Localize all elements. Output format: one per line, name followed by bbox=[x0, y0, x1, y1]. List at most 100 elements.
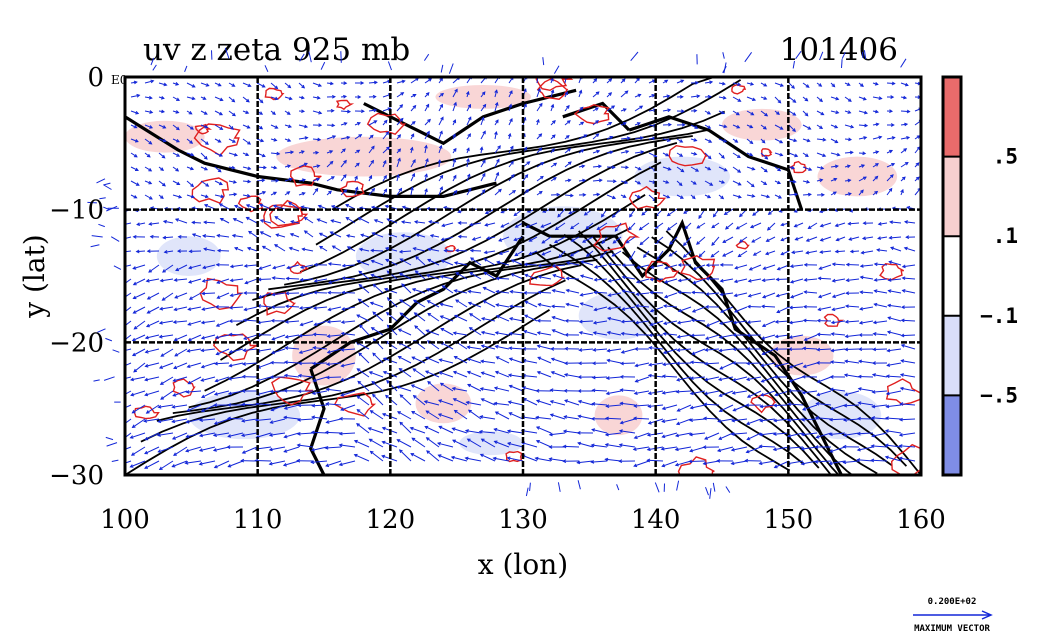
wind-vector-head bbox=[858, 320, 863, 325]
wind-vector-head bbox=[592, 331, 597, 335]
wind-vector-head bbox=[479, 453, 484, 458]
wind-vector-head bbox=[158, 365, 163, 369]
wind-vector bbox=[578, 415, 594, 420]
vorticity-patch bbox=[634, 156, 730, 197]
wind-vector bbox=[201, 362, 216, 368]
wind-vector bbox=[622, 290, 636, 294]
wind-vector-head bbox=[273, 244, 278, 248]
wind-vector-head bbox=[746, 320, 751, 324]
wind-vector-head bbox=[582, 178, 587, 183]
wind-vector-head bbox=[578, 89, 583, 94]
wind-vector-head bbox=[860, 189, 864, 194]
wind-vector bbox=[125, 460, 132, 464]
wind-vector-head bbox=[732, 378, 737, 382]
wind-vector bbox=[582, 236, 594, 243]
wind-vector bbox=[229, 362, 244, 367]
wind-vector-head bbox=[135, 110, 140, 115]
wind-vector-head bbox=[191, 84, 196, 88]
wind-vector-head bbox=[466, 173, 471, 178]
wind-vector-head bbox=[618, 429, 623, 433]
wind-vector-head bbox=[718, 348, 723, 353]
wind-vector bbox=[230, 264, 244, 268]
wind-vector bbox=[722, 65, 727, 74]
wind-vector bbox=[496, 304, 510, 308]
wind-vector bbox=[354, 440, 370, 448]
wind-vector-head bbox=[780, 251, 785, 256]
wind-vector bbox=[739, 236, 748, 243]
wind-vector bbox=[732, 152, 741, 158]
wind-vector-head bbox=[732, 333, 737, 337]
wind-vector-head bbox=[261, 84, 266, 88]
wind-vector bbox=[704, 432, 720, 440]
wind-vector bbox=[313, 306, 328, 309]
wind-vector-head bbox=[452, 331, 457, 335]
wind-vector-head bbox=[494, 89, 498, 94]
wind-vector bbox=[704, 376, 720, 381]
geopotential-contour-line bbox=[315, 79, 742, 246]
wind-vector-head bbox=[372, 352, 376, 357]
wind-vector-head bbox=[176, 139, 180, 143]
wind-vector-head bbox=[274, 85, 279, 90]
wind-vector bbox=[886, 404, 902, 408]
wind-vector-head bbox=[803, 277, 808, 282]
wind-vector-head bbox=[198, 448, 203, 452]
wind-vector-head bbox=[133, 325, 138, 330]
wind-vector bbox=[860, 291, 874, 294]
wind-vector bbox=[458, 236, 468, 238]
wind-vector-head bbox=[427, 312, 432, 317]
wind-vector bbox=[789, 362, 804, 368]
wind-vector bbox=[553, 65, 560, 74]
wind-vector-head bbox=[805, 238, 810, 242]
wind-vector-head bbox=[452, 133, 456, 138]
wind-vector bbox=[709, 488, 712, 499]
wind-vector-head bbox=[158, 334, 163, 339]
wind-vector-head bbox=[469, 313, 473, 317]
wind-vector bbox=[386, 312, 398, 322]
wind-vector-head bbox=[778, 209, 783, 213]
wind-vector-head bbox=[468, 222, 473, 227]
wind-vector-head bbox=[270, 407, 275, 412]
wind-vector-head bbox=[400, 92, 405, 96]
wind-vector bbox=[606, 404, 622, 407]
wind-vector bbox=[145, 334, 160, 339]
wind-vector bbox=[857, 446, 874, 451]
wind-vector-head bbox=[175, 267, 180, 272]
wind-vector-head bbox=[438, 425, 443, 430]
wind-vector-head bbox=[301, 84, 306, 89]
wind-vector-head bbox=[273, 191, 278, 196]
wind-vector bbox=[340, 174, 347, 182]
wind-vector-head bbox=[325, 402, 330, 406]
wind-vector bbox=[110, 236, 120, 242]
wind-vector-head bbox=[412, 299, 417, 304]
wind-vector-head bbox=[453, 356, 458, 360]
wind-vector bbox=[829, 418, 846, 421]
wind-vector bbox=[93, 379, 100, 382]
wind-vector-head bbox=[906, 109, 911, 114]
wind-vector-head bbox=[647, 391, 652, 396]
wind-vector-head bbox=[872, 347, 877, 352]
wind-vector-head bbox=[427, 380, 432, 385]
wind-vector bbox=[748, 278, 762, 282]
wind-vector bbox=[873, 333, 888, 336]
wind-vector-head bbox=[202, 96, 207, 100]
wind-vector-head bbox=[675, 421, 680, 426]
wind-vector-head bbox=[834, 139, 839, 144]
wind-vector bbox=[259, 204, 272, 210]
wind-vector-head bbox=[229, 264, 234, 269]
wind-vector bbox=[816, 432, 832, 438]
wind-vector bbox=[125, 376, 132, 380]
wind-vector bbox=[145, 348, 160, 353]
wind-vector bbox=[592, 150, 600, 154]
wind-vector-head bbox=[356, 259, 361, 264]
wind-vector-head bbox=[844, 347, 849, 352]
wind-vector bbox=[732, 82, 741, 86]
wind-vector-head bbox=[466, 438, 471, 442]
wind-vector bbox=[159, 362, 174, 369]
wind-vector bbox=[676, 480, 680, 491]
wind-vector bbox=[529, 250, 538, 255]
wind-vector-head bbox=[606, 316, 612, 321]
wind-vector-head bbox=[663, 280, 668, 284]
wind-vector-head bbox=[401, 205, 406, 210]
wind-vector bbox=[802, 110, 809, 117]
wind-vector-head bbox=[268, 433, 273, 437]
